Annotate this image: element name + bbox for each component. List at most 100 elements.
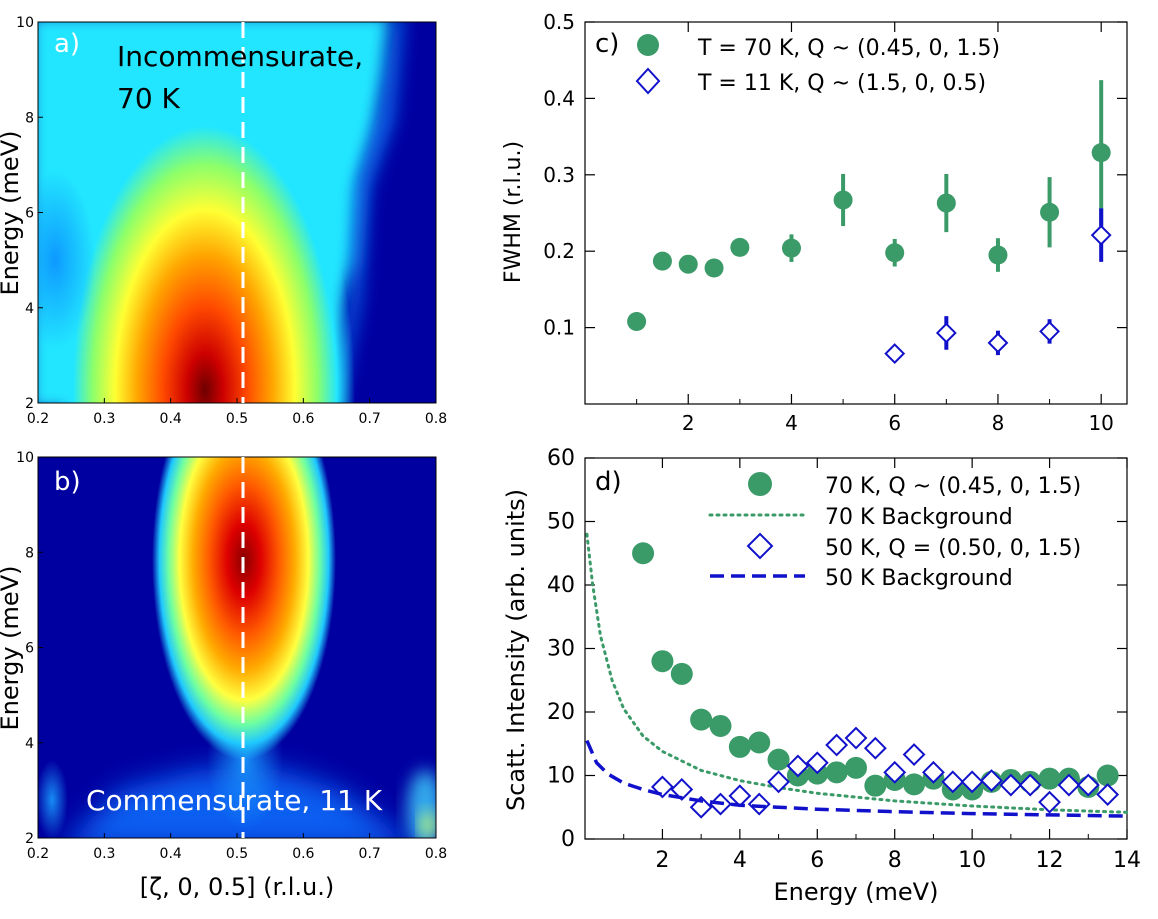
panel-c-series-1-point — [1039, 321, 1060, 342]
panel-d-y-tick-label: 40 — [547, 573, 575, 598]
panel-a-heatmap — [38, 22, 436, 403]
panel-b-ylabel: Energy (meV) — [0, 566, 24, 731]
panel-d-series-2-point — [767, 770, 790, 794]
panel-d-series-2-point — [689, 795, 713, 819]
panel-c-series-1-point — [987, 332, 1009, 354]
panel-b-y-tick-label: 2 — [25, 831, 34, 847]
panel-c-x-tick-label: 10 — [1088, 411, 1113, 435]
panel-b-y-tick-label: 10 — [16, 450, 34, 466]
panel-d-x-tick-label: 8 — [888, 848, 902, 873]
panel-d-series-2-point — [922, 760, 945, 784]
panel-c-frame — [584, 21, 1128, 405]
panel-d-series-2-point — [1057, 773, 1081, 797]
panel-d-y-tick-label: 60 — [547, 446, 575, 471]
panel-d-y-tick-label: 30 — [547, 637, 575, 662]
panel-c-y-tick-label: 0.2 — [543, 239, 575, 263]
panel-d-label: d) — [595, 467, 622, 497]
panel-d-series-2-point — [825, 733, 849, 757]
panel-b-x-tick-label: 0.4 — [160, 846, 182, 862]
panel-d-series-2-point — [1018, 773, 1042, 797]
panel-d-series-2-point — [844, 726, 868, 750]
panel-b-x-tick-label: 0.5 — [226, 846, 248, 862]
panel-c-label: c) — [595, 29, 619, 59]
panel-a-blue-left — [38, 170, 95, 350]
panel-d-series-0-point — [670, 662, 693, 685]
panel-d-series-0-point — [651, 650, 674, 673]
panel-d-axes: 2 4 6 8 10 12 14 0 10 20 30 40 50 60 — [547, 446, 1141, 873]
panel-c-legend-label-70k: T = 70 K, Q ~ (0.45, 0, 1.5) — [697, 36, 1000, 61]
panel-d-xlabel: Energy (meV) — [774, 878, 939, 906]
panel-b-x-tick-label: 0.6 — [292, 846, 314, 862]
panel-a-y-ticks: 2 4 6 8 10 — [16, 15, 43, 412]
panel-b-right-spot-core — [420, 811, 436, 838]
panel-d-series-2-point — [902, 743, 926, 766]
panel-d: 2 4 6 8 10 12 14 0 10 20 30 40 50 60 d) 70 K, Q ~ (0.… — [502, 446, 1141, 906]
panel-d-legend-label-70k-bg: 70 K Background — [825, 505, 1013, 530]
panel-d-series-2-point — [805, 751, 829, 775]
panel-a: a) Incommensurate, 70 K 0.2 0.3 0.4 0.5 0.6 0… — [0, 15, 447, 427]
panel-a-x-tick-label: 0.6 — [292, 411, 314, 427]
panel-d-series-0-point — [1038, 767, 1061, 790]
panel-b-heatmap — [38, 457, 436, 838]
panel-d-legend: 70 K, Q ~ (0.45, 0, 1.5) 70 K Background… — [708, 472, 1081, 591]
panel-d-series-2-point — [1038, 790, 1061, 814]
panel-d-x-tick-label: 6 — [810, 848, 824, 873]
panel-d-legend-marker-70k — [748, 472, 772, 496]
panel-c: 2 4 6 8 10 0.1 0.2 0.3 0.4 0.5 c) T = 70 K, Q ~ (… — [501, 10, 1128, 435]
panel-c-series-0-point — [627, 311, 647, 331]
panel-d-series-2-point — [747, 792, 771, 816]
panel-c-series-0-point — [988, 245, 1008, 265]
panel-d-marks — [585, 532, 1129, 819]
panel-b-annotation: Commensurate, 11 K — [86, 784, 383, 817]
panel-c-series-1-point — [1090, 224, 1112, 246]
panel-d-legend-label-70k: 70 K, Q ~ (0.45, 0, 1.5) — [825, 474, 1081, 499]
panel-d-legend-label-50k: 50 K, Q = (0.50, 0, 1.5) — [825, 536, 1081, 561]
panel-c-x-tick-label: 6 — [888, 411, 901, 435]
panel-a-label: a) — [54, 29, 80, 59]
panel-c-y-tick-label: 0.4 — [543, 86, 575, 110]
panel-c-y-tick-label: 0.1 — [543, 316, 575, 340]
panel-a-y-tick-label: 6 — [25, 206, 34, 222]
panel-d-series-2-point — [883, 760, 907, 784]
panel-d-series-0-point — [864, 774, 887, 797]
panel-d-series-3-line — [585, 739, 1128, 818]
panel-c-series-0-point — [885, 243, 905, 263]
panel-c-series-0-point — [704, 258, 724, 278]
panel-d-y-tick-label: 10 — [547, 764, 575, 789]
panel-c-ylabel: FWHM (r.l.u.) — [501, 141, 526, 283]
panel-d-series-2-point — [863, 736, 887, 760]
panel-d-y-tick-label: 0 — [561, 827, 575, 852]
panel-c-series-0-point — [936, 193, 956, 213]
panel-d-series-2-point — [960, 770, 984, 794]
panel-b: b) Commensurate, 11 K 0.2 0.3 0.4 0.5 0.6 0.7… — [0, 450, 447, 901]
panel-b-x-tick-label: 0.7 — [359, 846, 381, 862]
panel-c-x-tick-label: 2 — [682, 411, 695, 435]
panel-d-x-tick-label: 10 — [958, 848, 986, 873]
panel-a-y-tick-label: 2 — [25, 396, 34, 412]
panel-c-marks — [627, 80, 1112, 364]
panel-b-left-spot — [38, 760, 68, 838]
panel-b-x-tick-label: 0.3 — [93, 846, 115, 862]
panel-d-series-2-point — [980, 769, 1003, 792]
panel-c-series-0-point — [730, 237, 750, 257]
panel-c-legend-label-11k: T = 11 K, Q ~ (1.5, 0, 0.5) — [697, 71, 986, 96]
panel-d-series-0-point — [845, 756, 867, 779]
panel-d-series-0-point — [903, 773, 926, 796]
panel-a-x-tick-label: 0.5 — [226, 411, 248, 427]
panel-c-series-0-point — [781, 238, 801, 258]
panel-c-y-tick-label: 0.5 — [543, 10, 575, 34]
panel-d-ylabel: Scatt. Intensity (arb. units) — [502, 489, 530, 811]
panel-d-series-1-line — [585, 532, 1129, 814]
panel-c-legend-marker-70k — [637, 34, 659, 56]
panel-a-intensity-peak — [55, 90, 355, 403]
panel-c-x-tick-label: 4 — [785, 411, 798, 435]
panel-d-x-tick-label: 4 — [733, 848, 747, 873]
panel-c-legend-marker-11k — [635, 67, 661, 95]
panel-b-y-ticks: 2 4 6 8 10 — [16, 450, 43, 847]
panel-d-series-2-point — [1096, 783, 1120, 806]
panel-c-axes: 2 4 6 8 10 0.1 0.2 0.3 0.4 0.5 — [543, 10, 1127, 435]
panel-a-x-tick-label: 0.2 — [27, 411, 49, 427]
panel-d-y-tick-label: 50 — [547, 510, 575, 535]
panel-c-series-0-point — [833, 190, 853, 210]
